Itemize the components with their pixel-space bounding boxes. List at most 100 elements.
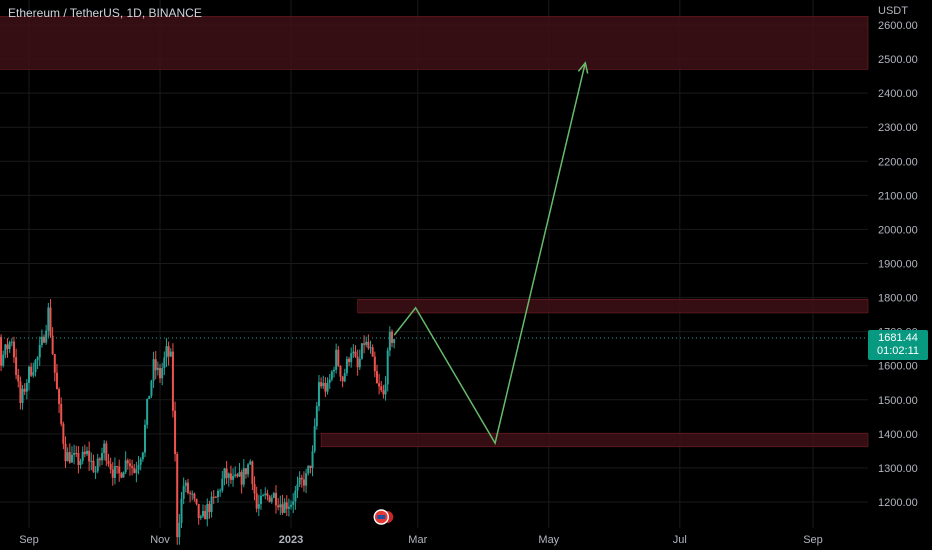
candle-body <box>19 381 22 403</box>
event-flag-stripe-icon <box>377 515 386 519</box>
y-tick-label: 1900.00 <box>878 259 918 271</box>
y-tick-label: 1200.00 <box>878 497 918 509</box>
x-tick-label: Sep <box>803 534 823 546</box>
candle-body <box>32 372 35 376</box>
candle-body <box>305 473 308 486</box>
candle-body <box>62 423 65 444</box>
candle-body <box>264 493 267 496</box>
candle-body <box>279 504 282 508</box>
candle-body <box>277 505 280 508</box>
candle-body <box>322 383 325 387</box>
candle-body <box>103 443 106 454</box>
y-tick-label: 2400.00 <box>878 88 918 100</box>
candle-body <box>21 388 24 403</box>
zone-rect <box>357 298 869 314</box>
candle-body <box>393 339 396 343</box>
candle-body <box>182 485 185 499</box>
candle-body <box>229 473 232 480</box>
candle-body <box>272 493 275 498</box>
candle-body <box>178 522 181 538</box>
candle-body <box>30 366 33 376</box>
last-price-tag: 1681.44 01:02:11 <box>868 330 928 360</box>
candle-body <box>206 504 209 520</box>
candle-body <box>345 358 348 374</box>
price-axis-currency: USDT <box>878 5 908 17</box>
candle-body <box>98 458 101 461</box>
candle-body <box>88 450 91 462</box>
candle-body <box>137 464 140 470</box>
candle-body <box>223 468 226 479</box>
candle-body <box>101 453 104 461</box>
candle-body <box>107 460 110 464</box>
candle-body <box>270 497 273 502</box>
candle-body <box>6 344 9 350</box>
candle-body <box>335 349 338 370</box>
candle-body <box>337 349 340 366</box>
candle-body <box>12 341 15 358</box>
y-tick-label: 2300.00 <box>878 122 918 134</box>
candle-body <box>363 343 366 345</box>
candle-body <box>240 472 243 485</box>
candle-body <box>375 371 378 384</box>
y-tick-label: 1800.00 <box>878 293 918 305</box>
forecast-path <box>393 62 587 446</box>
candle-body <box>201 511 204 517</box>
candle-body <box>113 466 116 478</box>
candle-body <box>285 502 288 509</box>
candle-body <box>17 374 20 382</box>
candle-body <box>343 373 346 382</box>
candle-body <box>55 372 58 390</box>
candle-body <box>174 410 177 455</box>
candle-body <box>154 359 157 371</box>
candle-body <box>330 371 333 380</box>
x-tick-label: Mar <box>408 534 427 546</box>
y-tick-label: 2200.00 <box>878 156 918 168</box>
candle-body <box>244 468 247 475</box>
candle-body <box>146 399 149 425</box>
candle-body <box>159 367 162 379</box>
candle-body <box>131 466 134 468</box>
candle-body <box>324 383 327 392</box>
candle-body <box>25 382 28 392</box>
candle-body <box>217 490 220 498</box>
candle-body <box>371 347 374 357</box>
x-tick-label: Sep <box>19 534 39 546</box>
candle-body <box>350 353 353 363</box>
candle-body <box>23 388 26 392</box>
candle-body <box>199 516 202 519</box>
candle-body <box>275 493 278 506</box>
candle-body <box>141 452 144 460</box>
candle-body <box>60 403 63 424</box>
candle-body <box>317 382 320 407</box>
candle-body <box>116 466 119 468</box>
symbol-legend: Ethereum / TetherUS, 1D, BINANCE <box>8 6 202 20</box>
candle-body <box>2 354 5 366</box>
candle-body <box>369 347 372 349</box>
candle-body <box>49 307 52 336</box>
candle-body <box>307 465 310 474</box>
candle-body <box>333 369 336 372</box>
candle-body <box>163 357 166 369</box>
candle-body <box>309 465 312 469</box>
candle-body <box>169 351 172 357</box>
x-tick-label: 2023 <box>279 534 303 546</box>
candle-body <box>0 336 3 366</box>
candle-body <box>348 358 351 363</box>
candle-body <box>249 461 252 465</box>
candle-body <box>105 443 108 461</box>
candle-body <box>378 383 381 387</box>
candle-body <box>234 474 237 476</box>
candle-body <box>360 343 363 359</box>
candle-body <box>380 386 383 391</box>
candle-body <box>109 463 112 470</box>
x-tick-label: Nov <box>150 534 170 546</box>
x-tick-label: Jul <box>673 534 687 546</box>
candle-body <box>382 390 385 395</box>
candle-body <box>388 331 391 351</box>
candle-body <box>186 482 189 493</box>
candle-body <box>193 493 196 499</box>
candle-body <box>268 495 271 502</box>
